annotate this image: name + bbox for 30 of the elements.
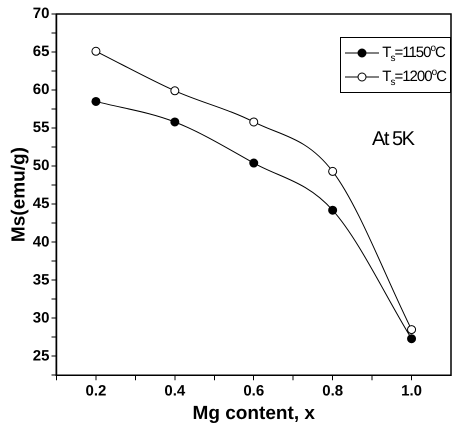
x-axis-title: Mg content, x bbox=[192, 402, 316, 424]
x-tick-label: 1.0 bbox=[401, 382, 422, 400]
point bbox=[407, 325, 416, 334]
legend-label: T$_{s}$=1200$^{o}$C bbox=[382, 66, 446, 88]
y-tick-label: 35 bbox=[32, 271, 50, 288]
y-tick-label: 65 bbox=[32, 43, 50, 60]
y-tick-label: 40 bbox=[32, 233, 50, 250]
annotation: At 5K bbox=[372, 128, 414, 151]
y-axis-title: Ms(emu/g) bbox=[8, 147, 30, 242]
point bbox=[91, 96, 100, 106]
y-tick-label: 60 bbox=[32, 81, 50, 98]
point bbox=[328, 166, 338, 176]
point bbox=[407, 334, 416, 344]
y-tick-label: 55 bbox=[32, 119, 50, 136]
x-tick-label: 0.2 bbox=[86, 382, 106, 400]
point bbox=[328, 206, 338, 215]
y-tick-label: 50 bbox=[32, 157, 50, 174]
y-tick-label: 30 bbox=[32, 309, 50, 326]
point bbox=[249, 158, 258, 168]
y-tick-label: 25 bbox=[32, 347, 50, 364]
point bbox=[91, 46, 100, 56]
point bbox=[249, 117, 258, 126]
x-tick-label: 0.6 bbox=[243, 382, 264, 400]
y-tick-label: 45 bbox=[32, 195, 50, 212]
x-tick-label: 0.4 bbox=[164, 382, 186, 400]
point bbox=[170, 86, 180, 96]
legend-label: T$_{s}$=1150$^{o}$C bbox=[382, 42, 445, 64]
y-tick-label: 70 bbox=[32, 5, 50, 22]
point bbox=[170, 117, 180, 126]
x-tick-label: 0.8 bbox=[322, 382, 344, 400]
